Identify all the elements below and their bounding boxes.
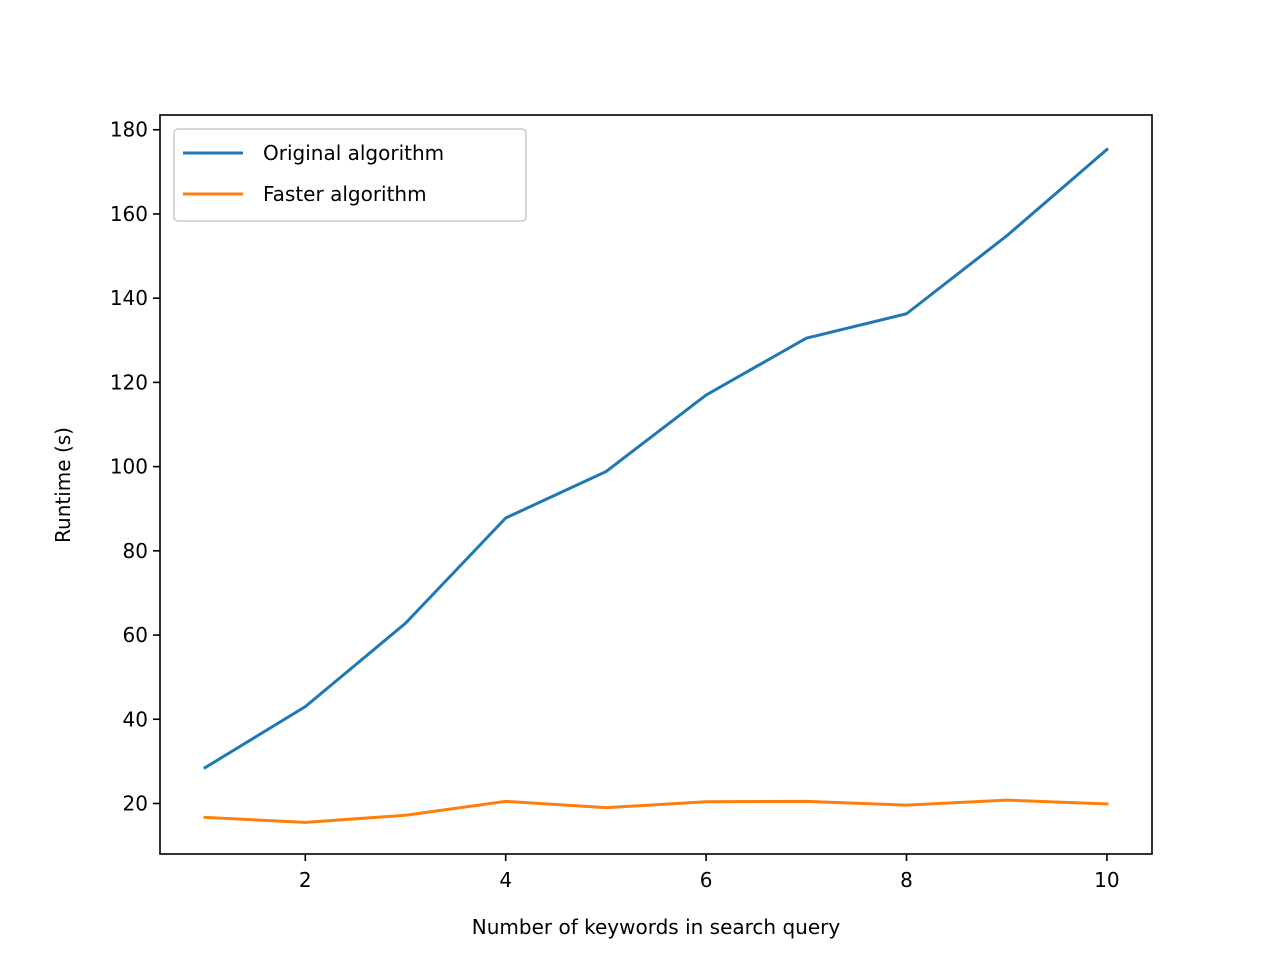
series-line-original-algorithm <box>203 147 1110 770</box>
x-tick-label: 8 <box>900 868 913 892</box>
legend-box <box>173 128 527 222</box>
x-tick-label: 6 <box>700 868 713 892</box>
y-axis-ticks: 20 40 60 80 100 120 140 160 180 <box>110 118 160 815</box>
series-layer <box>203 147 1110 824</box>
y-tick-label: 40 <box>123 707 148 731</box>
x-tick-label: 2 <box>299 868 312 892</box>
y-tick-label: 80 <box>123 539 148 563</box>
x-axis-label: Number of keywords in search query <box>472 915 841 939</box>
y-tick-label: 120 <box>110 370 148 394</box>
series-line-faster-algorithm <box>203 798 1109 824</box>
y-tick-label: 100 <box>110 455 148 479</box>
x-tick-label: 4 <box>499 868 512 892</box>
plot-area <box>160 115 1152 854</box>
y-axis-label: Runtime (s) <box>51 427 75 543</box>
x-axis-ticks: 2 4 6 8 10 <box>299 854 1120 892</box>
y-tick-label: 60 <box>123 623 148 647</box>
legend-label: Original algorithm <box>263 141 444 165</box>
legend-label: Faster algorithm <box>263 182 427 206</box>
y-tick-label: 180 <box>110 118 148 142</box>
x-tick-label: 10 <box>1094 868 1119 892</box>
y-tick-label: 20 <box>123 791 148 815</box>
legend: Original algorithm Faster algorithm <box>173 128 527 222</box>
plot-frame <box>159 114 1153 855</box>
y-tick-label: 140 <box>110 286 148 310</box>
y-tick-label: 160 <box>110 202 148 226</box>
